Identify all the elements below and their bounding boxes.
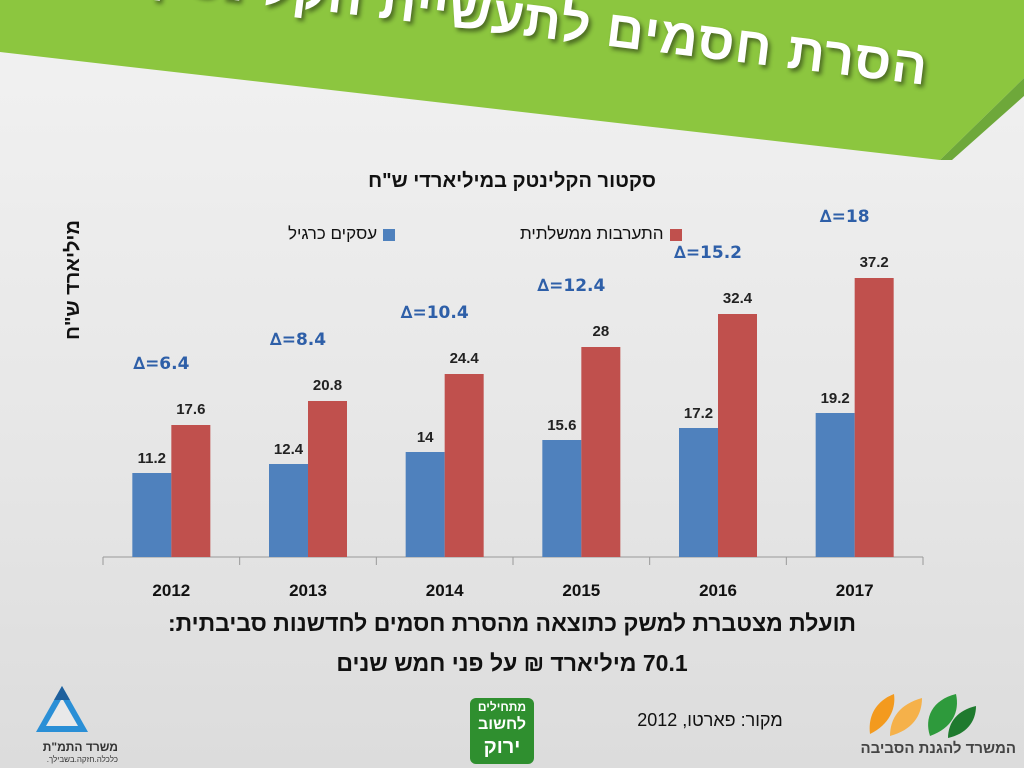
data-label-business-as-usual: 15.6 (547, 417, 576, 434)
benefit-summary-line2: 70.1 מיליארד ₪ על פני חמש שנים (336, 650, 688, 676)
benefit-summary-line1: תועלת מצטברת למשק כתוצאה מהסרת חסמים לחד… (167, 610, 857, 636)
plot-area: 11.2 17.6 ∆=6.4 2012 12.4 20.8 ∆=8.4 2013 14 24.4… (102, 207, 924, 600)
source-citation: מקור: פארטו, 2012 (637, 710, 783, 730)
think-green-line3: ירוק (483, 736, 521, 758)
x-tick-label: 2014 (426, 581, 464, 600)
data-label-business-as-usual: 14 (417, 429, 434, 446)
data-label-government-intervention: 17.6 (176, 401, 205, 418)
data-label-government-intervention: 32.4 (723, 290, 753, 307)
environment-ministry-logo: המשרד להגנת הסביבה (820, 688, 1020, 766)
data-label-business-as-usual: 17.2 (684, 405, 713, 422)
data-label-business-as-usual: 12.4 (274, 441, 304, 458)
delta-annotation: ∆=15.2 (674, 243, 742, 263)
legend-item-business-as-usual: עסקים כרגיל (288, 224, 396, 244)
delta-annotation: ∆=10.4 (401, 303, 469, 323)
delta-annotation: ∆=18 (820, 207, 870, 227)
data-label-government-intervention: 20.8 (313, 377, 342, 394)
bar-government-intervention (581, 347, 621, 557)
bar-business-as-usual (132, 473, 172, 557)
bar-business-as-usual (542, 440, 582, 557)
bar-government-intervention (718, 314, 757, 557)
bar-government-intervention (444, 374, 484, 557)
bar-business-as-usual (269, 464, 308, 557)
delta-annotation: ∆=6.4 (133, 354, 189, 374)
economy-ministry-logo: משרד התמ"ת כלכלה.חזקה.בשבילך. (10, 682, 120, 766)
x-tick-label: 2012 (152, 581, 190, 600)
data-label-government-intervention: 24.4 (450, 350, 480, 367)
bar-government-intervention (308, 401, 347, 557)
delta-annotation: ∆=8.4 (270, 330, 326, 350)
bar-government-intervention (854, 278, 894, 557)
delta-annotation: ∆=12.4 (537, 276, 605, 296)
legend-label-government: התערבות ממשלתית (520, 224, 664, 243)
bar-business-as-usual (405, 452, 445, 557)
data-label-government-intervention: 37.2 (860, 254, 889, 271)
x-tick-label: 2015 (562, 581, 600, 600)
data-label-government-intervention: 28 (592, 323, 609, 340)
chart-title: סקטור הקלינטק במיליארדי ש"ח (368, 170, 656, 192)
data-label-business-as-usual: 11.2 (138, 450, 166, 467)
economy-ministry-slogan: כלכלה.חזקה.בשבילך. (46, 755, 118, 764)
legend-swatch-red (669, 228, 682, 241)
legend-swatch-blue (383, 228, 396, 241)
legend-label-business-as-usual: עסקים כרגיל (288, 224, 378, 243)
economy-ministry-name: משרד התמ"ת (42, 740, 118, 754)
bar-business-as-usual (815, 413, 855, 557)
environment-ministry-name: המשרד להגנת הסביבה (860, 740, 1016, 757)
title-banner (0, 0, 1024, 160)
legend-item-government: התערבות ממשלתית (520, 224, 682, 244)
x-tick-label: 2017 (836, 581, 874, 600)
data-label-business-as-usual: 19.2 (821, 390, 850, 407)
leaves-logo-icon (869, 694, 976, 738)
x-tick-label: 2016 (699, 581, 737, 600)
think-green-logo-icon: מתחילים לחשוב ירוק (470, 698, 534, 764)
x-tick-label: 2013 (289, 581, 327, 600)
think-green-line2: לחשוב (478, 716, 526, 733)
think-green-line1: מתחילים (477, 700, 527, 714)
bar-government-intervention (171, 425, 211, 557)
blue-triangle-logo-icon (36, 686, 88, 732)
bar-business-as-usual (679, 428, 718, 557)
